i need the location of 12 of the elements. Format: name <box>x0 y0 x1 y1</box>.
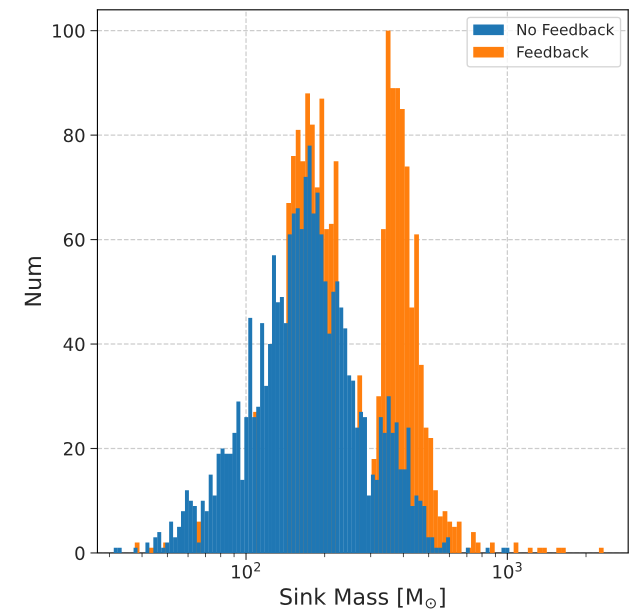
y-tick-label: 80 <box>64 128 84 142</box>
y-tick-label: 100 <box>53 24 84 38</box>
y-axis-title: Num <box>24 257 42 306</box>
legend-label: No Feedback <box>518 24 614 36</box>
y-tick-label: 60 <box>64 233 84 247</box>
x-tick-label: 10$^{2}$ <box>232 562 260 579</box>
y-tick-label: 20 <box>64 442 84 456</box>
x-axis-title: Sink Mass [M$_{⊙}$] <box>280 588 445 609</box>
x-tick-label: 10$^{3}$ <box>493 562 522 579</box>
y-tick-label: 0 <box>75 546 84 560</box>
legend-label: Feedback <box>518 46 589 58</box>
y-tick-label: 40 <box>64 338 84 352</box>
